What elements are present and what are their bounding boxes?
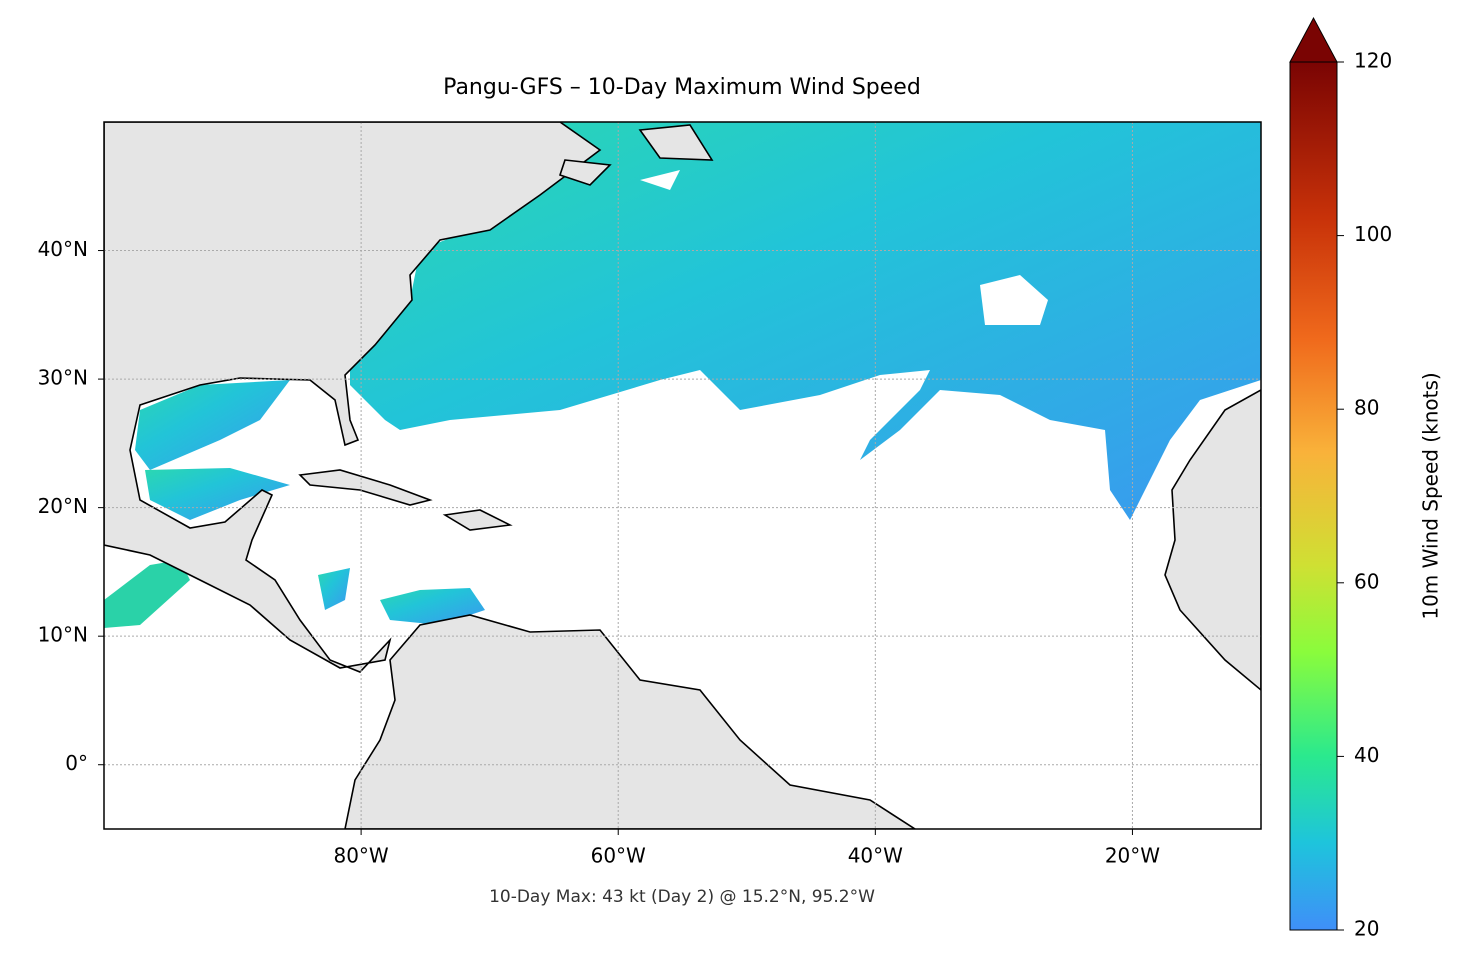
colorbar-tick-label: 80 bbox=[1354, 396, 1379, 420]
y-tick-label: 40°N bbox=[38, 237, 88, 261]
colorbar-tick-label: 120 bbox=[1354, 49, 1392, 73]
colorbar-extend bbox=[1289, 16, 1338, 63]
y-tick-label: 10°N bbox=[38, 623, 88, 647]
grid bbox=[104, 122, 1261, 829]
axes-frame bbox=[103, 121, 1262, 830]
x-tick-label: 80°W bbox=[333, 844, 388, 868]
colorbar-tick-label: 60 bbox=[1354, 569, 1379, 593]
colorbar-tick-label: 20 bbox=[1354, 917, 1379, 941]
y-tick-label: 30°N bbox=[38, 366, 88, 390]
colorbar-label: 10m Wind Speed (knots) bbox=[1419, 372, 1443, 619]
chart-title: Pangu-GFS – 10-Day Maximum Wind Speed bbox=[443, 75, 921, 100]
colorbar-tick-label: 100 bbox=[1354, 222, 1392, 246]
annotation: 10-Day Max: 43 kt (Day 2) @ 15.2°N, 95.2… bbox=[489, 887, 875, 907]
map bbox=[104, 122, 1261, 829]
x-tick-label: 20°W bbox=[1105, 844, 1160, 868]
x-tick-label: 40°W bbox=[848, 844, 903, 868]
y-tick-label: 20°N bbox=[38, 494, 88, 518]
colorbar bbox=[1289, 61, 1338, 931]
x-tick-label: 60°W bbox=[591, 844, 646, 868]
y-tick-label: 0° bbox=[65, 751, 88, 775]
colorbar-tick-label: 40 bbox=[1354, 743, 1379, 767]
land bbox=[104, 122, 1261, 829]
